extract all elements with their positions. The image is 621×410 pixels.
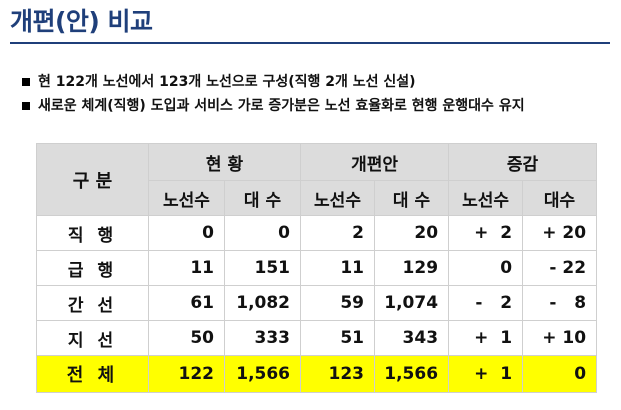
table-cell: + 2 (448, 215, 524, 251)
table-cell: 0 (148, 215, 225, 251)
bullet-text: 새로운 체계(직행) 도입과 서비스 가로 증가분은 노선 효율화로 현행 운행… (38, 98, 525, 114)
table-cell: 50 (148, 320, 225, 356)
bullet-item: 새로운 체계(직행) 도입과 서비스 가로 증가분은 노선 효율화로 현행 운행… (22, 94, 525, 118)
total-label: 전 체 (36, 355, 149, 393)
total-cell: 123 (300, 355, 376, 393)
total-cell: + 1 (448, 355, 524, 393)
table-cell: 1,074 (374, 285, 450, 321)
table-cell: 11 (300, 250, 376, 286)
header-row-groups: 구 분 현 황 개편안 증감 (36, 143, 598, 216)
group-header-change: 증감 (448, 143, 598, 181)
table-cell: 343 (374, 320, 450, 356)
total-cell: 0 (522, 355, 598, 393)
group-header-proposal: 개편안 (300, 143, 450, 181)
table-cell: 61 (148, 285, 225, 321)
total-row: 전 체 122 1,566 123 1,566 + 1 0 (36, 355, 598, 393)
table-cell: - 22 (522, 250, 598, 286)
bullet-list: 현 122개 노선에서 123개 노선으로 구성(직행 2개 노선 신설) 새로… (22, 70, 525, 118)
comparison-table: 구 분 현 황 개편안 증감 노선수 대 수 노선수 대 수 노선수 대수 직 … (36, 143, 598, 393)
subheader: 노선수 (148, 180, 225, 216)
total-cell: 1,566 (223, 355, 302, 393)
total-cell: 122 (148, 355, 225, 393)
table-cell: 129 (374, 250, 450, 286)
subheader: 노선수 (448, 180, 524, 216)
group-header-current: 현 황 (147, 143, 302, 181)
table-row: 지 선 50 333 51 343 + 1 + 10 (36, 320, 598, 356)
page-title: 개편(안) 비교 (10, 7, 153, 36)
row-label: 지 선 (36, 320, 149, 356)
bullet-item: 현 122개 노선에서 123개 노선으로 구성(직행 2개 노선 신설) (22, 70, 525, 94)
table-row: 간 선 61 1,082 59 1,074 - 2 - 8 (36, 285, 598, 321)
table-cell: 59 (300, 285, 376, 321)
table-cell: 151 (223, 250, 302, 286)
subheader: 노선수 (300, 180, 376, 216)
title-underline (10, 42, 610, 44)
square-bullet-icon (22, 102, 30, 110)
table-cell: 11 (148, 250, 225, 286)
corner-header: 구 분 (36, 143, 149, 216)
table-cell: 20 (374, 215, 450, 251)
table-row: 직 행 0 0 2 20 + 2 + 20 (36, 215, 598, 251)
row-label: 직 행 (36, 215, 149, 251)
square-bullet-icon (22, 78, 30, 86)
row-label: 급 행 (36, 250, 149, 286)
table-cell: + 10 (522, 320, 598, 356)
total-cell: 1,566 (374, 355, 450, 393)
table-cell: 2 (300, 215, 376, 251)
subheader: 대 수 (374, 180, 450, 216)
table-cell: 0 (223, 215, 302, 251)
table-row: 급 행 11 151 11 129 0 - 22 (36, 250, 598, 286)
table-cell: 0 (448, 250, 524, 286)
table-cell: 333 (223, 320, 302, 356)
row-label: 간 선 (36, 285, 149, 321)
table-cell: 1,082 (223, 285, 302, 321)
table-cell: - 2 (448, 285, 524, 321)
header-row-sub: 노선수 대 수 노선수 대 수 노선수 대수 (37, 180, 598, 216)
table-cell: 51 (300, 320, 376, 356)
subheader: 대 수 (223, 180, 302, 216)
table-cell: + 1 (448, 320, 524, 356)
table-cell: + 20 (522, 215, 598, 251)
bullet-text: 현 122개 노선에서 123개 노선으로 구성(직행 2개 노선 신설) (38, 74, 416, 90)
table-cell: - 8 (522, 285, 598, 321)
subheader: 대수 (522, 180, 598, 216)
